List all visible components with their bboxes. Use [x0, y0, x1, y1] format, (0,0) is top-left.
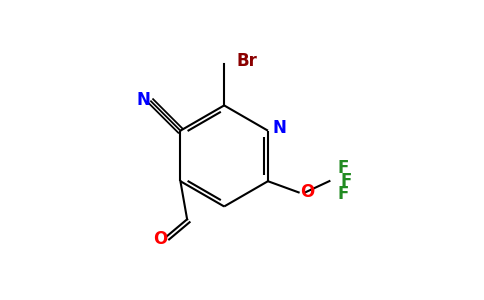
Text: F: F [340, 172, 351, 190]
Text: N: N [136, 91, 151, 109]
Text: F: F [337, 185, 348, 203]
Text: O: O [300, 183, 315, 201]
Text: N: N [273, 119, 287, 137]
Text: Br: Br [236, 52, 257, 70]
Text: F: F [337, 159, 348, 177]
Text: O: O [153, 230, 168, 248]
